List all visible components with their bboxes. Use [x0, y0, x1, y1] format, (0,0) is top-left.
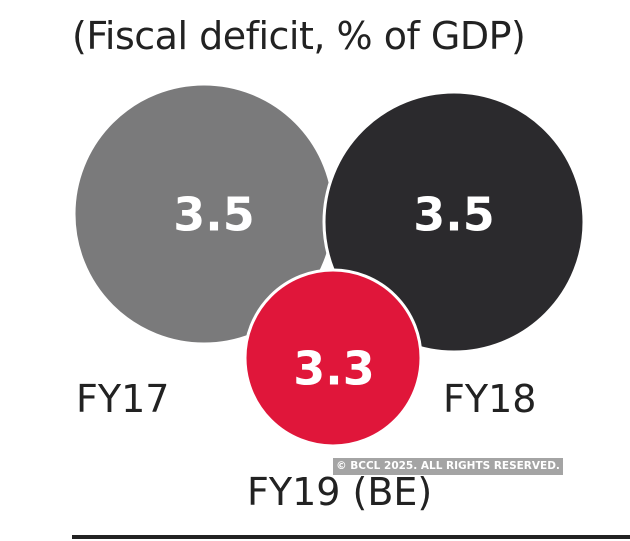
bubbles-group [72, 82, 586, 448]
category-labels-group: FY17 FY18 FY19 (BE) [76, 377, 536, 514]
copyright-watermark: © BCCL 2025. ALL RIGHTS RESERVED. [333, 458, 563, 475]
value-label-fy18: 3.5 [413, 188, 495, 242]
bubble-fy19-be [243, 268, 423, 448]
category-label-fy17: FY17 [76, 377, 169, 421]
value-labels-group: 3.5 3.5 3.3 [173, 188, 495, 396]
bubble-fy18 [322, 90, 586, 354]
value-label-fy19-be: 3.3 [293, 342, 375, 396]
category-label-fy19-be: FY19 (BE) [247, 470, 432, 514]
value-label-fy17: 3.5 [173, 188, 255, 242]
category-label-fy18: FY18 [443, 377, 536, 421]
bottom-rule [72, 535, 630, 539]
chart-title: (Fiscal deficit, % of GDP) [72, 14, 526, 58]
